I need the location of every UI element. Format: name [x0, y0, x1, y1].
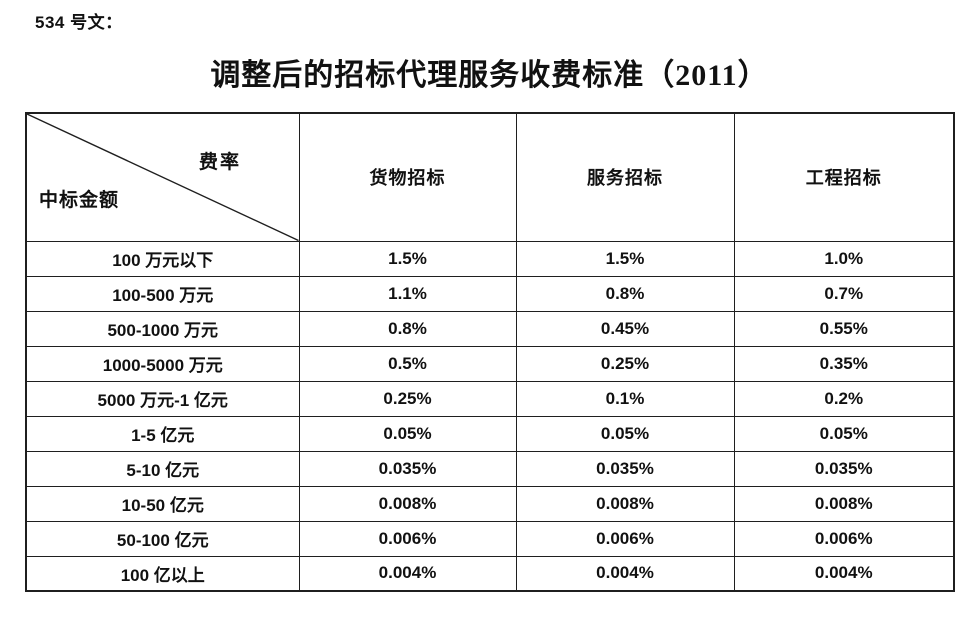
- table-row: 100 万元以下 1.5% 1.5% 1.0%: [25, 240, 955, 277]
- rate-cell: 0.05%: [298, 415, 517, 452]
- rate-cell: 0.5%: [298, 345, 517, 382]
- table-row: 5-10 亿元 0.035% 0.035% 0.035%: [25, 450, 955, 487]
- rate-cell: 0.004%: [515, 555, 735, 592]
- rate-cell: 0.25%: [298, 380, 517, 417]
- page-title: 调整后的招标代理服务收费标准（2011）: [210, 59, 769, 92]
- row-label-cell: 100 万元以下: [25, 240, 300, 277]
- row-label-cell: 1-5 亿元: [25, 415, 300, 452]
- row-label-cell: 50-100 亿元: [25, 520, 300, 557]
- row-label-cell: 5-10 亿元: [25, 450, 300, 487]
- rate-cell: 0.1%: [515, 380, 735, 417]
- corner-label-rate: 费率: [199, 152, 242, 173]
- rate-cell: 0.006%: [298, 520, 517, 557]
- rate-cell: 0.05%: [515, 415, 735, 452]
- row-label-cell: 100 亿以上: [25, 555, 300, 592]
- diagonal-corner-cell: 费率 中标金额: [25, 112, 300, 242]
- column-header-service-bidding: 服务招标: [515, 112, 735, 242]
- rate-cell: 0.004%: [298, 555, 517, 592]
- rate-cell: 0.035%: [733, 450, 955, 487]
- rate-cell: 0.05%: [733, 415, 955, 452]
- table-row: 10-50 亿元 0.008% 0.008% 0.008%: [25, 485, 955, 522]
- table-row: 1-5 亿元 0.05% 0.05% 0.05%: [25, 415, 955, 452]
- rate-cell: 1.5%: [298, 240, 517, 277]
- row-label-cell: 5000 万元-1 亿元: [25, 380, 300, 417]
- diagonal-line: [27, 114, 299, 241]
- rate-cell: 0.25%: [515, 345, 735, 382]
- rate-cell: 0.35%: [733, 345, 955, 382]
- table-row: 50-100 亿元 0.006% 0.006% 0.006%: [25, 520, 955, 557]
- rate-cell: 0.8%: [298, 310, 517, 347]
- rate-cell: 0.45%: [515, 310, 735, 347]
- rate-cell: 0.006%: [733, 520, 955, 557]
- table-row: 5000 万元-1 亿元 0.25% 0.1% 0.2%: [25, 380, 955, 417]
- table-row: 500-1000 万元 0.8% 0.45% 0.55%: [25, 310, 955, 347]
- column-header-goods-bidding: 货物招标: [298, 112, 517, 242]
- rate-cell: 0.8%: [515, 275, 735, 312]
- rate-cell: 0.006%: [515, 520, 735, 557]
- header-row: 费率 中标金额 货物招标 服务招标 工程招标: [25, 112, 955, 242]
- fee-standard-table: 费率 中标金额 货物招标 服务招标 工程招标 100 万元以下 1.5% 1.5…: [25, 112, 955, 592]
- row-label-cell: 500-1000 万元: [25, 310, 300, 347]
- rate-cell: 0.035%: [298, 450, 517, 487]
- table-row: 1000-5000 万元 0.5% 0.25% 0.35%: [25, 345, 955, 382]
- table-row: 100 亿以上 0.004% 0.004% 0.004%: [25, 555, 955, 592]
- column-header-engineering-bidding: 工程招标: [733, 112, 955, 242]
- doc-ref: 534 号文：: [35, 13, 123, 32]
- row-label-cell: 10-50 亿元: [25, 485, 300, 522]
- rate-cell: 0.7%: [733, 275, 955, 312]
- table-row: 100-500 万元 1.1% 0.8% 0.7%: [25, 275, 955, 312]
- rate-cell: 0.035%: [515, 450, 735, 487]
- rate-cell: 0.008%: [298, 485, 517, 522]
- rate-cell: 0.55%: [733, 310, 955, 347]
- rate-cell: 0.2%: [733, 380, 955, 417]
- rate-cell: 0.008%: [515, 485, 735, 522]
- rate-cell: 1.5%: [515, 240, 735, 277]
- rate-cell: 0.004%: [733, 555, 955, 592]
- rate-cell: 1.1%: [298, 275, 517, 312]
- row-label-cell: 1000-5000 万元: [25, 345, 300, 382]
- corner-label-bid-amount: 中标金额: [39, 190, 120, 211]
- rate-cell: 1.0%: [733, 240, 955, 277]
- row-label-cell: 100-500 万元: [25, 275, 300, 312]
- rate-cell: 0.008%: [733, 485, 955, 522]
